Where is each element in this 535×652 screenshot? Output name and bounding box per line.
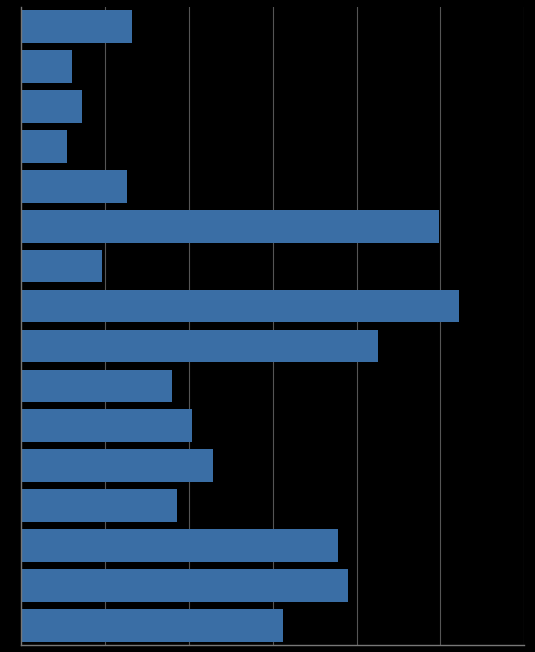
Bar: [21, 289, 459, 322]
Bar: [21, 250, 102, 282]
Bar: [21, 90, 82, 123]
Bar: [21, 529, 338, 562]
Bar: [21, 210, 439, 243]
Bar: [21, 170, 127, 203]
Bar: [21, 330, 378, 363]
Bar: [21, 490, 177, 522]
Bar: [21, 409, 193, 442]
Bar: [21, 370, 172, 402]
Bar: [21, 449, 212, 482]
Bar: [21, 130, 67, 162]
Bar: [21, 569, 348, 602]
Bar: [21, 50, 72, 83]
Bar: [21, 609, 283, 642]
Bar: [21, 10, 132, 43]
